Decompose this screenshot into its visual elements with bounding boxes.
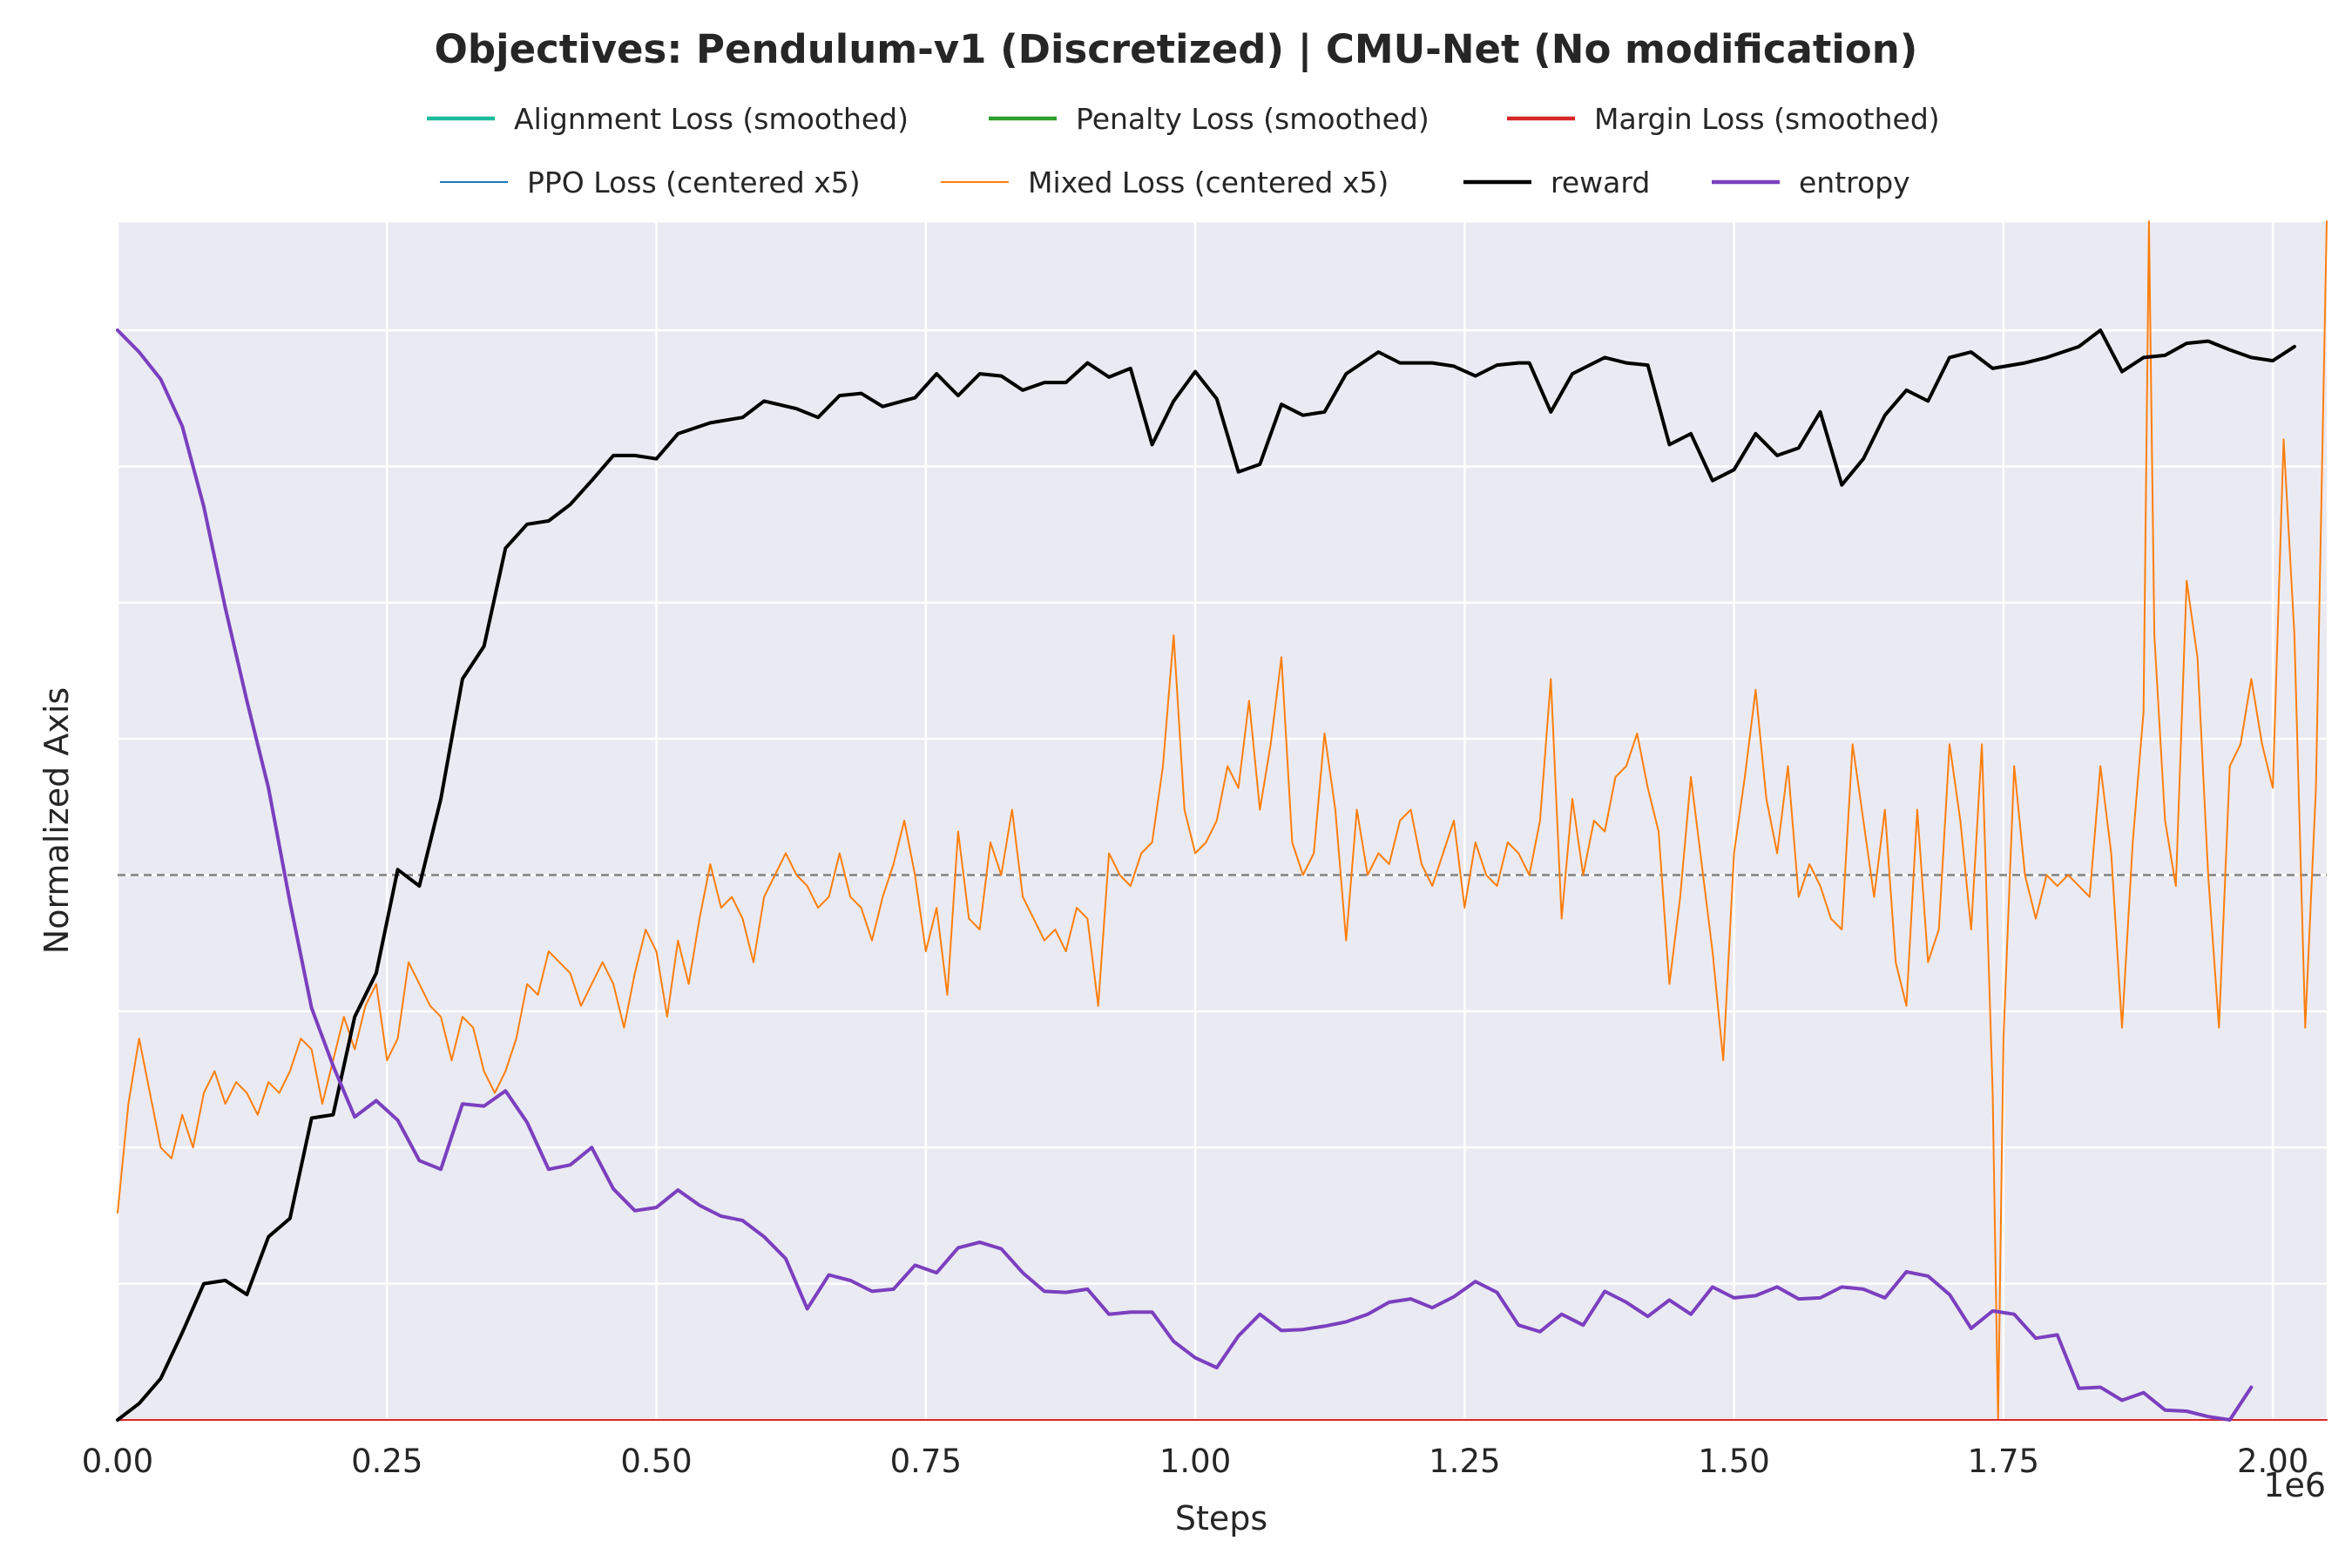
series-line-mixed [117, 220, 2328, 1421]
x-tick-label: 1.25 [1429, 1443, 1500, 1480]
legend-item-reward: reward [1463, 166, 1650, 199]
x-tick-label: 1.50 [1698, 1443, 1769, 1480]
y-axis-label: Normalized Axis [37, 687, 76, 954]
x-axis-ticks: 0.00 0.25 0.50 0.75 1.00 1.25 1.50 1.75 2.00 [82, 1443, 2309, 1480]
legend-item-margin: Margin Loss (smoothed) [1507, 102, 1940, 136]
x-tick-label: 0.00 [82, 1443, 153, 1480]
x-tick-label: 0.75 [890, 1443, 962, 1480]
x-tick-label: 1.75 [1968, 1443, 2039, 1480]
x-tick-label: 2.00 [2237, 1443, 2308, 1480]
legend-label-reward: reward [1551, 166, 1650, 199]
series-line-entropy [116, 328, 2254, 1422]
x-axis-offset-label: 1e6 [2263, 1466, 2326, 1504]
x-tick-label: 0.25 [351, 1443, 422, 1480]
series-layer [116, 220, 2328, 1422]
x-axis-label: Steps [1175, 1499, 1267, 1538]
legend: Alignment Loss (smoothed) Penalty Loss (s… [427, 102, 1940, 199]
legend-label-mixed: Mixed Loss (centered x5) [1028, 166, 1389, 199]
x-tick-label: 0.50 [620, 1443, 692, 1480]
legend-item-ppo: PPO Loss (centered x5) [440, 166, 861, 199]
legend-item-penalty: Penalty Loss (smoothed) [989, 102, 1429, 136]
legend-label-margin: Margin Loss (smoothed) [1594, 102, 1940, 136]
legend-label-penalty: Penalty Loss (smoothed) [1076, 102, 1429, 136]
legend-item-mixed: Mixed Loss (centered x5) [941, 166, 1389, 199]
series-line-reward [116, 328, 2296, 1422]
legend-label-ppo: PPO Loss (centered x5) [527, 166, 861, 199]
legend-item-alignment: Alignment Loss (smoothed) [427, 102, 909, 136]
chart-title: Objectives: Pendulum-v1 (Discretized) | … [435, 26, 1918, 72]
legend-item-entropy: entropy [1712, 166, 1910, 199]
legend-label-alignment: Alignment Loss (smoothed) [514, 102, 909, 136]
x-tick-label: 1.00 [1159, 1443, 1231, 1480]
legend-label-entropy: entropy [1799, 166, 1910, 199]
